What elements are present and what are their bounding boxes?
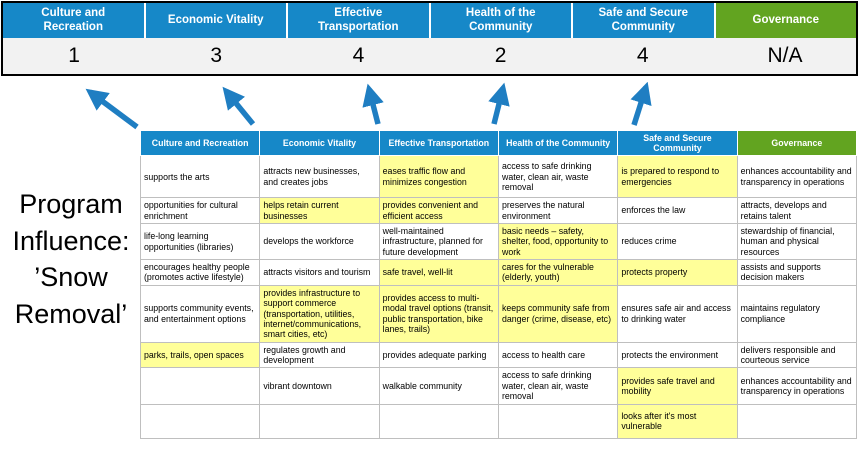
matrix-cell: vibrant downtown bbox=[259, 367, 380, 405]
matrix-cell: is prepared to respond to emergencies bbox=[617, 155, 738, 199]
matrix-cell: preserves the natural environment bbox=[497, 197, 619, 224]
matrix-cell: provides safe travel and mobility bbox=[617, 367, 738, 405]
table-row: encourages healthy people (promotes acti… bbox=[139, 259, 858, 286]
pillar-score-culture-and-recreation: 1 bbox=[68, 44, 80, 67]
matrix-cell bbox=[139, 403, 261, 439]
page-title: Program Influence: ’Snow Removal’ bbox=[12, 189, 130, 330]
pillar-header-economic-vitality: Economic Vitality bbox=[143, 3, 286, 38]
table-row: parks, trails, open spaces regulates grow… bbox=[139, 341, 858, 369]
pillar-header-effective-transportation: Effective Transportation bbox=[286, 3, 429, 38]
matrix-cell: regulates growth and development bbox=[259, 341, 380, 369]
matrix-cell: supports community events, and entertain… bbox=[139, 284, 261, 343]
matrix-cell: looks after it's most vulnerable bbox=[617, 403, 738, 439]
matrix-cell: protects property bbox=[617, 259, 738, 286]
matrix-cell: parks, trails, open spaces bbox=[139, 341, 261, 369]
table-row: vibrant downtown walkable community access… bbox=[139, 367, 858, 405]
pillar-score-row: 1 3 4 2 4 N/A bbox=[3, 38, 856, 74]
pillar-score-safe-and-secure-community: 4 bbox=[636, 44, 649, 67]
matrix-cell: reduces crime bbox=[617, 222, 738, 261]
matrix-cell: enhances accountability and transparency… bbox=[736, 155, 858, 199]
matrix-cell: safe travel, well-lit bbox=[378, 259, 499, 286]
matrix-cell: keeps community safe from danger (crime,… bbox=[497, 284, 619, 343]
table-row: opportunities for cultural enrichment hel… bbox=[139, 197, 858, 224]
matrix-header-row: Culture and Recreation Economic Vitality E… bbox=[139, 129, 858, 157]
matrix-cell: walkable community bbox=[378, 367, 499, 405]
up-arrow-3 bbox=[362, 83, 384, 125]
pillar-header-health-of-the-community: Health of the Community bbox=[428, 3, 571, 38]
score-band: Culture and Recreation Economic Vitality E… bbox=[1, 1, 858, 76]
matrix-header-safe-and-secure-community: Safe and Secure Community bbox=[617, 129, 738, 157]
matrix-cell: maintains regulatory compliance bbox=[736, 284, 858, 343]
matrix-cell: encourages healthy people (promotes acti… bbox=[139, 259, 261, 286]
matrix-cell: delivers responsible and courteous servi… bbox=[736, 341, 858, 369]
matrix-cell: provides access to multi-modal travel op… bbox=[378, 284, 499, 343]
matrix-header-governance: Governance bbox=[736, 129, 858, 157]
matrix-cell: attracts new businesses, and creates job… bbox=[259, 155, 380, 199]
up-arrow-4 bbox=[488, 82, 510, 125]
pillar-score-governance: N/A bbox=[767, 44, 803, 67]
matrix-cell: cares for the vulnerable (elderly, youth… bbox=[497, 259, 619, 286]
matrix-header-effective-transportation: Effective Transportation bbox=[378, 129, 499, 157]
matrix-cell bbox=[497, 403, 619, 439]
table-row: life-long learning opportunities (librar… bbox=[139, 222, 858, 261]
matrix-cell: access to safe drinking water, clean air… bbox=[497, 367, 619, 405]
matrix-cell: ensures safe air and access to drinking … bbox=[617, 284, 738, 343]
pillar-header-governance: Governance bbox=[713, 3, 856, 38]
matrix-cell: attracts visitors and tourism bbox=[259, 259, 380, 286]
table-row: supports community events, and entertain… bbox=[139, 284, 858, 343]
table-row: supports the arts attracts new businesses… bbox=[139, 155, 858, 199]
matrix-cell: helps retain current businesses bbox=[259, 197, 380, 224]
matrix-cell: opportunities for cultural enrichment bbox=[139, 197, 261, 224]
matrix-cell: access to health care bbox=[497, 341, 619, 369]
pillar-header-safe-and-secure-community: Safe and Secure Community bbox=[571, 3, 714, 38]
table-row: looks after it's most vulnerable bbox=[139, 403, 858, 439]
matrix-cell: access to safe drinking water, clean air… bbox=[497, 155, 619, 199]
matrix-cell: life-long learning opportunities (librar… bbox=[139, 222, 261, 261]
matrix-cell: provides convenient and efficient access bbox=[378, 197, 499, 224]
matrix-cell bbox=[259, 403, 380, 439]
up-arrow-1 bbox=[85, 88, 139, 130]
matrix-cell: stewardship of financial, human and phys… bbox=[736, 222, 858, 261]
matrix-cell: supports the arts bbox=[139, 155, 261, 199]
pillar-header-culture-and-recreation: Culture and Recreation bbox=[3, 3, 144, 38]
arrows-layer bbox=[85, 81, 652, 130]
matrix-cell bbox=[139, 367, 261, 405]
matrix-cell: well-maintained infrastructure, planned … bbox=[378, 222, 499, 261]
matrix-cell bbox=[736, 403, 858, 439]
pillar-score-effective-transportation: 4 bbox=[352, 44, 365, 67]
influence-matrix: Culture and Recreation Economic Vitality E… bbox=[139, 129, 858, 439]
matrix-header-health-of-the-community: Health of the Community bbox=[497, 129, 619, 157]
pillar-header-row: Culture and Recreation Economic Vitality E… bbox=[3, 3, 856, 38]
matrix-cell: assists and supports decision makers bbox=[736, 259, 858, 286]
matrix-cell: develops the workforce bbox=[259, 222, 380, 261]
matrix-cell bbox=[378, 403, 499, 439]
matrix-cell: provides infrastructure to support comme… bbox=[259, 284, 380, 343]
matrix-cell: basic needs – safety, shelter, food, opp… bbox=[497, 222, 619, 261]
matrix-cell: protects the environment bbox=[617, 341, 738, 369]
matrix-header-culture-and-recreation: Culture and Recreation bbox=[139, 129, 261, 157]
matrix-cell: enforces the law bbox=[617, 197, 738, 224]
pillar-score-health-of-the-community: 2 bbox=[494, 44, 507, 67]
matrix-cell: provides adequate parking bbox=[378, 341, 499, 369]
matrix-cell: attracts, develops and retains talent bbox=[736, 197, 858, 224]
pillar-score-economic-vitality: 3 bbox=[210, 44, 223, 67]
matrix-header-economic-vitality: Economic Vitality bbox=[259, 129, 380, 157]
up-arrow-5 bbox=[630, 81, 652, 126]
matrix-cell: enhances accountability and transparency… bbox=[736, 367, 858, 405]
up-arrow-2 bbox=[222, 86, 256, 126]
matrix-cell: eases traffic flow and minimizes congest… bbox=[378, 155, 499, 199]
